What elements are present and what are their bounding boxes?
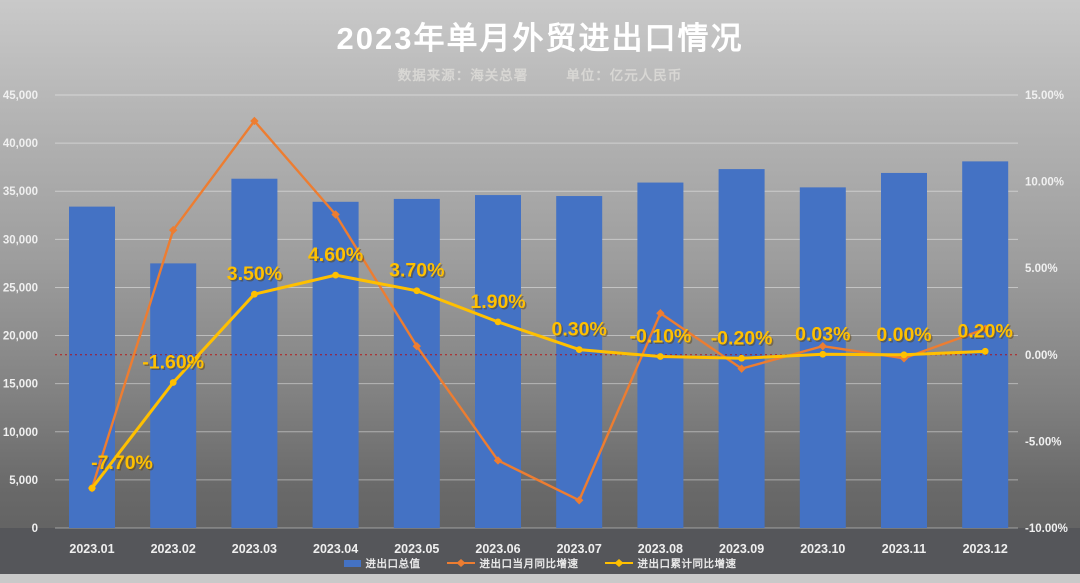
line-marker (250, 116, 259, 126)
data-label: 4.60% (308, 244, 363, 266)
line-marker (493, 456, 503, 465)
data-label-shadow: 1.90% (472, 292, 527, 314)
line-marker (169, 379, 177, 386)
line-diamond-swatch-icon (446, 559, 475, 567)
line-marker (412, 341, 421, 351)
right-axis-tick-label: 15.00% (1025, 90, 1064, 102)
line-marker (332, 271, 339, 279)
bar (475, 195, 521, 528)
legend-label: 进出口当月同比增速 (479, 557, 579, 570)
line-marker (656, 309, 665, 318)
bar (799, 187, 846, 528)
line-marker (575, 496, 584, 505)
data-label-shadow: -0.10% (631, 327, 693, 349)
data-label: 0.03% (795, 323, 850, 345)
legend-label: 进出口总值 (365, 557, 421, 570)
data-label-shadow: -7.70% (93, 454, 155, 476)
left-axis-tick-label: 20,000 (3, 331, 38, 343)
legend-label: 进出口累计同比增速 (637, 557, 737, 570)
legend-item-total-value: 进出口总值 (343, 556, 421, 571)
legend-item-monthly-growth: 进出口当月同比增速 (446, 556, 579, 571)
left-axis-tick-label: 35,000 (3, 186, 38, 198)
data-label: 0.20% (958, 320, 1013, 342)
data-label: -0.20% (711, 327, 773, 349)
left-axis-tick-label: 5,000 (9, 475, 38, 487)
line-marker (738, 354, 745, 362)
line-marker (169, 225, 178, 235)
chart-title: 2023年单月外贸进出口情况 (336, 21, 744, 56)
footer-strip (0, 574, 1080, 583)
data-label-shadow: 0.20% (959, 322, 1014, 344)
line-marker (251, 290, 258, 298)
bar (312, 201, 359, 528)
right-axis-tick-label: 0.00% (1025, 350, 1058, 362)
data-label: 0.30% (552, 319, 607, 341)
data-label: 1.90% (470, 291, 525, 313)
right-axis-tick-label: -5.00% (1025, 436, 1061, 448)
left-axis-tick-label: 15,000 (3, 379, 38, 391)
unit-label: 单位：亿元人民币 (566, 68, 683, 83)
bar (556, 196, 603, 529)
left-axis-tick-label: 10,000 (3, 427, 38, 439)
legend-item-cumulative-growth: 进出口累计同比增速 (604, 556, 737, 571)
data-label: 3.70% (389, 260, 444, 282)
bar (231, 178, 278, 529)
line-marker (981, 347, 989, 355)
bar (637, 182, 684, 528)
chart-subtitle: 数据来源：海关总署 单位：亿元人民币 (0, 64, 1080, 84)
line-marker (900, 351, 908, 359)
line-marker (494, 318, 502, 326)
data-label: -1.60% (142, 352, 204, 374)
data-label: -7.70% (91, 452, 153, 474)
left-axis-tick-label: 30,000 (3, 234, 38, 246)
bar (881, 172, 927, 528)
line-marker (818, 341, 827, 351)
bar (962, 161, 1009, 529)
bar (69, 206, 115, 528)
line-marker (88, 484, 96, 492)
data-label-shadow: 0.30% (553, 320, 608, 342)
line-marker (87, 483, 97, 493)
bar (150, 263, 197, 528)
line-marker (981, 324, 990, 334)
data-label: 0.00% (876, 324, 931, 346)
right-axis-tick-label: 10.00% (1025, 177, 1064, 189)
line-marker (413, 287, 421, 295)
line-diamond-swatch-icon (604, 559, 633, 567)
line-marker (899, 354, 909, 363)
bar-swatch-icon (343, 559, 361, 567)
left-axis-tick-label: 40,000 (3, 138, 38, 150)
data-label-shadow: -0.20% (712, 329, 774, 351)
line-marker (657, 353, 664, 360)
data-label: -0.10% (630, 326, 692, 348)
line-marker (331, 210, 340, 219)
line-marker (737, 364, 746, 373)
bar (718, 169, 765, 528)
line-marker (575, 346, 583, 354)
data-label-shadow: 3.70% (391, 261, 446, 283)
bar (393, 198, 440, 529)
line-marker (819, 350, 827, 358)
data-label-shadow: 0.03% (797, 325, 852, 347)
data-label-shadow: 3.50% (228, 265, 283, 287)
left-axis-tick-label: 45,000 (3, 90, 38, 102)
footer-band (0, 528, 1080, 574)
data-source-label: 数据来源：海关总署 (397, 68, 529, 83)
data-label-shadow: 4.60% (309, 246, 364, 268)
data-label-shadow: -1.60% (144, 353, 206, 375)
monthly-growth-line (90, 119, 986, 502)
data-label-shadow: 0.00% (878, 325, 933, 347)
chart-legend: 进出口总值 进出口当月同比增速 进出口累计同比增速 (0, 555, 1080, 571)
right-axis-tick-label: 5.00% (1025, 263, 1058, 275)
left-axis-tick-label: 25,000 (3, 282, 38, 294)
cumulative-growth-line (90, 273, 986, 490)
data-label: 3.50% (227, 263, 282, 285)
